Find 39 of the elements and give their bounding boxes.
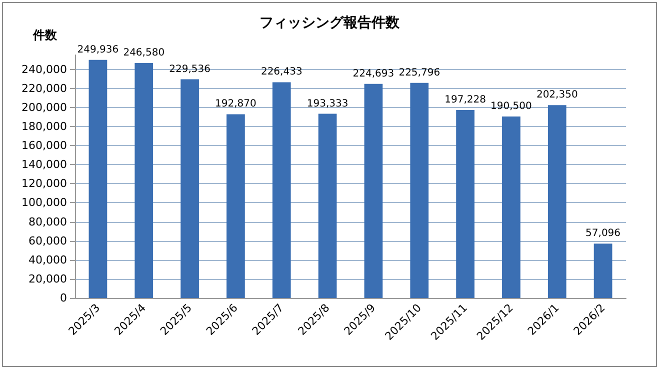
data-label: 193,333 <box>306 98 348 110</box>
data-label: 249,936 <box>77 44 119 56</box>
bar <box>272 82 291 298</box>
data-label: 190,500 <box>490 100 532 112</box>
bar <box>134 63 154 298</box>
data-label: 225,796 <box>398 67 440 78</box>
data-label: 246,580 <box>123 48 165 59</box>
y-tick-label: 220,000 <box>22 82 67 95</box>
bar <box>88 60 108 298</box>
y-tick-label: 40,000 <box>28 253 67 266</box>
data-label: 57,096 <box>586 228 621 240</box>
data-label: 192,870 <box>215 98 256 110</box>
data-label: 202,350 <box>536 90 578 101</box>
bar <box>594 244 612 298</box>
bar <box>456 110 474 298</box>
y-tick-label: 100,000 <box>22 196 67 210</box>
bar <box>226 114 245 298</box>
y-tick-label: 180,000 <box>22 120 67 133</box>
y-axis-title: 件数 <box>32 28 58 42</box>
y-tick-label: 160,000 <box>22 139 67 152</box>
bar <box>180 79 199 298</box>
data-label: 197,228 <box>444 94 486 106</box>
bar <box>502 116 520 298</box>
bar <box>364 84 383 298</box>
y-tick-label: 240,000 <box>22 62 67 76</box>
data-label: 226,433 <box>260 66 302 78</box>
y-tick-label: 140,000 <box>22 158 67 172</box>
bar <box>318 114 337 298</box>
y-tick-label: 20,000 <box>28 272 67 286</box>
chart-title: フィッシング報告件数 <box>260 15 400 31</box>
data-label: 224,693 <box>352 68 394 80</box>
y-tick-label: 60,000 <box>28 234 67 248</box>
y-tick-label: 200,000 <box>22 100 67 114</box>
bar <box>548 105 566 298</box>
data-label: 229,536 <box>169 64 210 75</box>
y-tick-label: 80,000 <box>28 215 67 228</box>
y-tick-label: 0 <box>60 292 67 304</box>
bar <box>410 82 429 298</box>
y-tick-label: 120,000 <box>22 177 67 190</box>
